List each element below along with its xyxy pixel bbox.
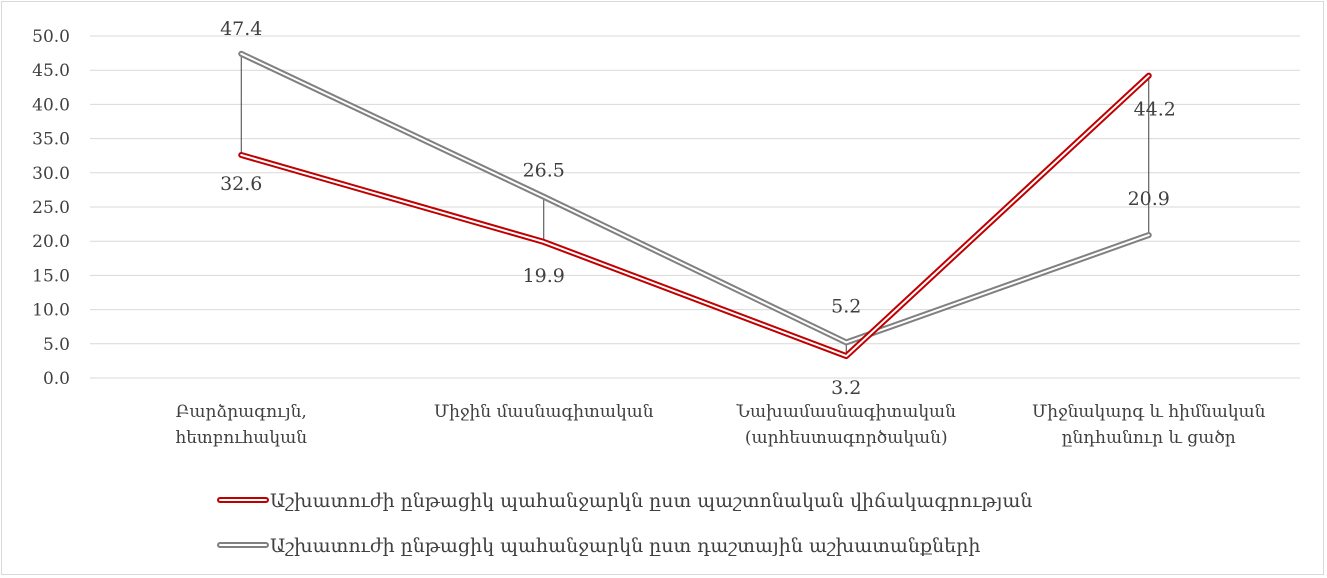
data-label: 26.5 bbox=[523, 160, 565, 182]
x-category-label: Բարձրագույն, հետբուհական bbox=[175, 402, 307, 448]
y-tick-label: 10.0 bbox=[32, 301, 70, 321]
series-line-1 bbox=[238, 72, 1152, 360]
series-line-2 bbox=[238, 50, 1152, 346]
x-category-label: Միջին մասնագիտական bbox=[434, 402, 654, 422]
x-category-line: Նախամասնագիտական bbox=[736, 402, 957, 422]
x-category-line: ընդհանուր և ցածր bbox=[1062, 428, 1236, 448]
y-tick-label: 5.0 bbox=[43, 335, 70, 355]
x-category-line: Բարձրագույն, bbox=[176, 402, 307, 422]
y-tick-label: 30.0 bbox=[32, 164, 70, 184]
data-labels: 32.6 19.9 3.2 44.2 47.4 26.5 5.2 20.9 bbox=[220, 18, 1176, 399]
y-tick-label: 20.0 bbox=[32, 232, 70, 252]
data-label: 19.9 bbox=[523, 265, 565, 287]
y-axis-ticks: 0.0 5.0 10.0 15.0 20.0 25.0 30.0 35.0 40.0 45.0 50… bbox=[32, 27, 70, 389]
legend-label: Աշխատուժի ընթացիկ պահանջարկն ըստ դաշտայի… bbox=[270, 535, 980, 557]
data-label: 20.9 bbox=[1128, 188, 1170, 210]
y-tick-label: 45.0 bbox=[32, 61, 70, 81]
y-tick-label: 0.0 bbox=[43, 369, 70, 389]
legend-item-2: Աշխատուժի ընթացիկ պահանջարկն ըստ դաշտայի… bbox=[217, 535, 980, 557]
x-category-line: Միջին մասնագիտական bbox=[434, 402, 654, 422]
data-label: 47.4 bbox=[220, 18, 262, 40]
y-tick-label: 35.0 bbox=[32, 130, 70, 150]
x-category-line: հետբուհական bbox=[175, 428, 307, 448]
data-label: 3.2 bbox=[831, 377, 861, 399]
gridlines bbox=[90, 35, 1300, 379]
series-line-inner bbox=[240, 74, 1150, 358]
series-line-inner bbox=[240, 52, 1150, 344]
data-label: 5.2 bbox=[831, 295, 861, 317]
legend-item-1: Աշխատուժի ընթացիկ պահանջարկն ըստ պաշտոնա… bbox=[217, 490, 1032, 512]
y-tick-label: 40.0 bbox=[32, 95, 70, 115]
y-tick-label: 15.0 bbox=[32, 266, 70, 286]
legend-label: Աշխատուժի ընթացիկ պահանջարկն ըստ պաշտոնա… bbox=[270, 490, 1032, 512]
x-category-label: Միջնակարգ և հիմնական ընդհանուր և ցածր bbox=[1032, 402, 1266, 448]
x-category-label: Նախամասնագիտական (արհեստագործական) bbox=[736, 402, 957, 448]
series-lines bbox=[238, 50, 1152, 360]
legend: Աշխատուժի ընթացիկ պահանջարկն ըստ պաշտոնա… bbox=[217, 490, 1032, 557]
x-category-line: Միջնակարգ և հիմնական bbox=[1032, 402, 1266, 422]
data-label: 44.2 bbox=[1134, 99, 1176, 121]
x-category-line: (արհեստագործական) bbox=[745, 428, 948, 448]
data-label: 32.6 bbox=[220, 173, 262, 195]
x-axis-categories: Բարձրագույն, հետբուհական Միջին մասնագիտակա… bbox=[175, 402, 1265, 448]
y-tick-label: 25.0 bbox=[32, 198, 70, 218]
high-low-lines bbox=[240, 53, 1150, 357]
y-tick-label: 50.0 bbox=[32, 27, 70, 47]
